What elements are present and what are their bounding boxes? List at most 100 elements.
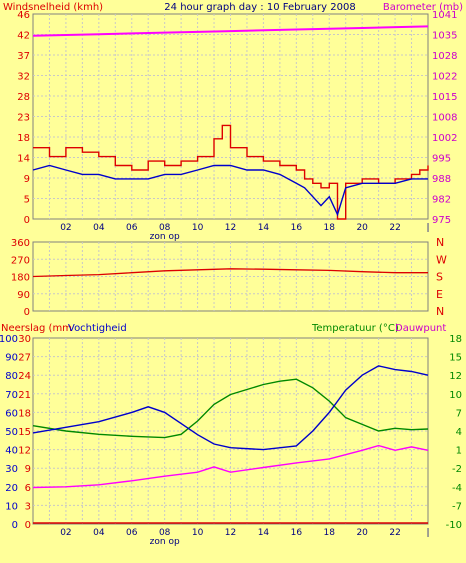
wind-left-tick-label: 9 bbox=[24, 174, 30, 185]
wind-x-tick-label: 14 bbox=[258, 223, 270, 233]
humidity-tick-label: 20 bbox=[5, 483, 18, 494]
wind-left-tick-label: 42 bbox=[17, 31, 30, 42]
direction-left-tick-label: 90 bbox=[17, 290, 30, 301]
rain-tick-label: 12 bbox=[18, 446, 31, 457]
wind-left-tick-label: 0 bbox=[24, 215, 30, 226]
direction-compass-label: W bbox=[436, 253, 447, 266]
chart-title: 24 hour graph day : 10 February 2008 bbox=[164, 2, 355, 13]
wind-right-tick-label: 995 bbox=[432, 154, 451, 165]
humidity-tick-label: 10 bbox=[5, 501, 18, 512]
temperature-tick-label: 7 bbox=[456, 408, 462, 419]
temperature-tick-label: 12 bbox=[449, 371, 462, 382]
wind-left-tick-label: 23 bbox=[17, 113, 30, 124]
wind-left-tick-label: 32 bbox=[17, 72, 30, 83]
wind-right-tick-label: 1041 bbox=[432, 10, 457, 21]
wind-right-tick-label: 1002 bbox=[432, 133, 457, 144]
direction-left-tick-label: 0 bbox=[24, 307, 30, 318]
wind-right-tick-label: 1015 bbox=[432, 92, 457, 103]
wind-left-tick-label: 28 bbox=[17, 92, 30, 103]
climate-x-tick-label: 02 bbox=[60, 528, 71, 538]
climate-x-tick-label: 12 bbox=[225, 528, 236, 538]
climate-x-tick-label: 20 bbox=[356, 528, 368, 538]
wind-x-tick-label: 02 bbox=[60, 223, 71, 233]
wind-x-tick-label: 22 bbox=[389, 223, 400, 233]
wind-left-tick-label: 46 bbox=[17, 10, 30, 21]
humidity-series-line bbox=[32, 365, 429, 451]
wind-right-tick-label: 1035 bbox=[432, 31, 457, 42]
wind-x-tick-label: 04 bbox=[93, 223, 105, 233]
rain-tick-label: 9 bbox=[25, 464, 31, 475]
humidity-tick-label: 40 bbox=[5, 446, 18, 457]
rain-tick-label: 27 bbox=[18, 353, 31, 364]
wind-right-tick-label: 1008 bbox=[432, 113, 457, 124]
climate-x-tick-label: 06 bbox=[126, 528, 138, 538]
direction-series-line bbox=[32, 268, 428, 278]
temperature-tick-label: 4 bbox=[456, 427, 462, 438]
humidity-tick-label: 90 bbox=[5, 353, 18, 364]
humidity-tick-label: 100 bbox=[0, 334, 18, 345]
ylabel-temperatuur: Temperatuur (°C) bbox=[311, 323, 399, 334]
climate-x-tick-label: 22 bbox=[389, 528, 400, 538]
rain-tick-label: 0 bbox=[25, 520, 31, 531]
wind-gust-series-line bbox=[33, 124, 429, 220]
wind-x-tick-label: 08 bbox=[159, 223, 171, 233]
wind-x-tick-label: 16 bbox=[291, 223, 303, 233]
climate-x-tick-label: 16 bbox=[291, 528, 303, 538]
temperature-tick-label: -10 bbox=[446, 520, 462, 531]
ylabel-windsnelheid: Windsnelheid (kmh) bbox=[3, 2, 103, 13]
wind-left-tick-label: 18 bbox=[17, 133, 30, 144]
ylabel-vochtigheid: Vochtigheid bbox=[68, 323, 127, 334]
climate-x-tick-label: 08 bbox=[159, 528, 171, 538]
wind-x-tick-label: 20 bbox=[356, 223, 368, 233]
climate-x-tick-label: 14 bbox=[258, 528, 270, 538]
temperature-tick-label: -2 bbox=[452, 464, 462, 475]
rain-tick-label: 3 bbox=[25, 501, 31, 512]
direction-compass-label: E bbox=[436, 288, 443, 301]
wind-x-tick-label: 18 bbox=[324, 223, 336, 233]
rain-tick-label: 15 bbox=[18, 427, 31, 438]
ylabel-neerslag: Neerslag (mm bbox=[1, 323, 72, 334]
wind-x-tick-label: | bbox=[426, 223, 429, 233]
direction-compass-label: N bbox=[436, 236, 444, 249]
wind-left-tick-label: 5 bbox=[24, 195, 30, 206]
direction-compass-label: S bbox=[436, 271, 443, 284]
chart-marks-layer: 0591418232832374246975982988995100210081… bbox=[0, 10, 462, 547]
temperature-tick-label: 18 bbox=[449, 334, 462, 345]
direction-compass-label: N bbox=[436, 305, 444, 318]
climate-x-tick-label: 10 bbox=[192, 528, 204, 538]
climate-x-tick-label: | bbox=[426, 528, 429, 538]
wind-left-tick-label: 14 bbox=[17, 154, 30, 165]
wind-left-tick-label: 37 bbox=[17, 51, 30, 62]
barometer-series-line bbox=[32, 25, 429, 37]
humidity-tick-label: 70 bbox=[5, 390, 18, 401]
humidity-tick-label: 0 bbox=[12, 520, 18, 531]
direction-left-tick-label: 270 bbox=[11, 255, 30, 266]
wind-x-tick-label: 10 bbox=[192, 223, 204, 233]
wind-x-tick-label: 06 bbox=[126, 223, 138, 233]
wind-right-tick-label: 1022 bbox=[432, 72, 457, 83]
humidity-tick-label: 30 bbox=[5, 464, 18, 475]
temperature-tick-label: 15 bbox=[449, 353, 462, 364]
humidity-tick-label: 50 bbox=[5, 427, 18, 438]
wind-right-tick-label: 975 bbox=[432, 215, 451, 226]
direction-left-tick-label: 180 bbox=[11, 273, 30, 284]
wind-right-tick-label: 988 bbox=[432, 174, 451, 185]
rain-tick-label: 6 bbox=[25, 483, 31, 494]
dewpoint-series-line bbox=[32, 444, 429, 489]
rain-tick-label: 21 bbox=[18, 390, 31, 401]
temperature-tick-label: 10 bbox=[449, 390, 462, 401]
ylabel-barometer: Barometer (mb) bbox=[383, 2, 463, 13]
temperature-tick-label: -4 bbox=[452, 483, 462, 494]
ylabel-dauwpunt: Dauwpunt bbox=[395, 323, 446, 334]
wind-right-tick-label: 982 bbox=[432, 195, 451, 206]
wind-x-annotation: zon op bbox=[150, 232, 180, 242]
climate-x-tick-label: 18 bbox=[324, 528, 336, 538]
direction-left-tick-label: 360 bbox=[11, 238, 30, 249]
temperature-series-line bbox=[32, 378, 429, 439]
wind-x-tick-label: 12 bbox=[225, 223, 236, 233]
wind-right-tick-label: 1028 bbox=[432, 51, 457, 62]
climate-x-tick-label: 04 bbox=[93, 528, 105, 538]
rain-tick-label: 18 bbox=[18, 408, 31, 419]
temperature-tick-label: 1 bbox=[456, 446, 462, 457]
